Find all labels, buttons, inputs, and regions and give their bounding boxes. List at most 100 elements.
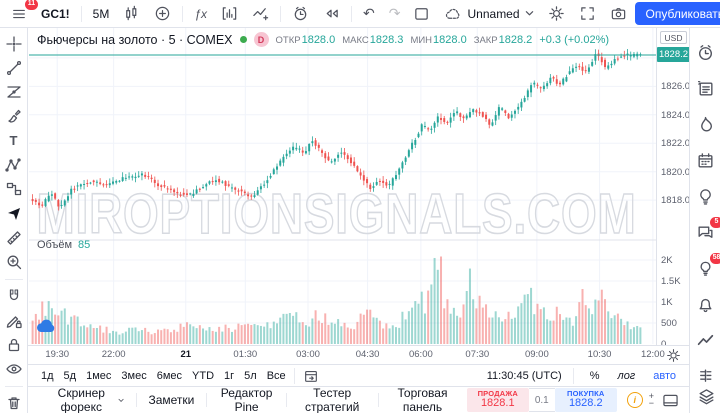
calendar-button[interactable] (694, 150, 716, 170)
axis-settings-gear-icon[interactable] (666, 348, 681, 363)
tab-notes[interactable]: Заметки (136, 387, 206, 413)
flame-icon (700, 116, 712, 131)
price-axis[interactable]: USD 1828.2 1826.0 1824.0 1822.0 1820.0 1818.… (656, 28, 691, 350)
range-1m[interactable]: 1мес (81, 368, 116, 384)
utc-clock[interactable]: 11:30:45 (UTC) (486, 369, 562, 382)
chart-type-button[interactable] (117, 3, 146, 25)
range-5d[interactable]: 5д (59, 368, 82, 384)
tool-brush[interactable] (3, 107, 25, 126)
log-scale-button[interactable]: лог (612, 368, 640, 384)
compare-symbol-button[interactable] (246, 3, 275, 25)
panel-toggle-button[interactable] (662, 393, 679, 408)
snapshot-button[interactable] (604, 3, 633, 25)
tool-ruler[interactable] (3, 228, 25, 247)
candles-icon (126, 5, 137, 21)
range-3m[interactable]: 3мес (116, 368, 151, 384)
info-icon[interactable]: i (626, 392, 643, 408)
compare-add-button[interactable] (148, 3, 177, 25)
volume-label[interactable]: Объём (37, 239, 73, 251)
tab-strategy-tester[interactable]: Тестер стратегий (287, 386, 378, 413)
tool-gann-fib[interactable] (3, 83, 25, 102)
bar-chart-template-icon (222, 7, 237, 20)
time-axis[interactable]: 19:30 22:00 21 01:30 03:00 04:30 06:00 07:30 09:… (28, 345, 689, 364)
remove-all-drawings-button[interactable] (3, 394, 25, 413)
tab-pine-editor[interactable]: Редактор Pine (207, 386, 286, 413)
go-to-date-button[interactable] (298, 366, 324, 386)
symbol-search-button[interactable]: GC1! (35, 3, 76, 25)
pattern-icon (4, 158, 21, 172)
sell-button[interactable]: ПРОДАЖА 1828.1 (466, 388, 529, 412)
chats-button[interactable]: 5 (694, 217, 720, 242)
pine-scripts-button[interactable] (694, 330, 716, 350)
ruler-icon (6, 231, 21, 245)
chart-settings-button[interactable] (542, 3, 571, 25)
range-1d[interactable]: 1д (36, 368, 59, 384)
tool-crosshair[interactable] (3, 34, 25, 53)
hotlists-button[interactable] (694, 114, 716, 134)
top-toolbar: 11 GC1! 5M ƒx (0, 0, 720, 28)
price-tick: 1822.0 (661, 138, 691, 150)
save-layout-button[interactable]: Unnamed (438, 3, 540, 25)
buy-price: 1828.2 (568, 397, 603, 410)
quantity-stepper[interactable]: + − (648, 391, 655, 408)
object-tree-button[interactable] (695, 386, 717, 406)
notifications-button[interactable] (694, 294, 716, 314)
range-5y[interactable]: 5л (239, 368, 262, 384)
magnet-mode-button[interactable] (3, 287, 25, 306)
date-range-toolbar: 1д 5д 1мес 3мес 6мес YTD 1г 5л Все 11:30… (28, 364, 689, 386)
lock-all-drawings-button[interactable] (3, 335, 25, 354)
percent-scale-button[interactable]: % (585, 368, 605, 384)
chart-canvas[interactable]: MIROPTIONSIGNALS.COM (29, 28, 656, 345)
indicator-templates-button[interactable] (215, 3, 244, 25)
trade-widget: ПРОДАЖА 1828.1 0.1 ПОКУПКА 1828.2 i + − (466, 388, 679, 412)
tab-screener[interactable]: Скринер форекс (38, 386, 136, 413)
volume-study-row: Объём 85 (37, 239, 90, 251)
time-tick: 07:30 (465, 349, 490, 360)
bell-icon (699, 298, 711, 312)
hide-all-drawings-button[interactable] (3, 359, 25, 378)
redo-button[interactable]: ↷ (383, 3, 407, 25)
indicators-button[interactable]: ƒx (188, 3, 213, 25)
bar-replay-button[interactable] (317, 3, 346, 25)
go-to-date-icon (304, 370, 317, 382)
tool-xabcd-pattern[interactable] (3, 155, 25, 174)
currency-button[interactable]: USD (660, 31, 687, 44)
tool-arrow-marker[interactable] (3, 204, 25, 223)
time-tick: 04:30 (355, 349, 380, 360)
delayed-data-badge[interactable]: D (253, 32, 269, 47)
auto-scale-button[interactable]: авто (648, 368, 681, 384)
publish-button[interactable]: Опубликовать (634, 2, 720, 25)
tool-zoom-in[interactable] (3, 252, 25, 271)
undo-button[interactable]: ↶ (357, 3, 381, 25)
eye-icon (5, 364, 22, 374)
buy-button[interactable]: ПОКУПКА 1828.2 (554, 388, 617, 412)
replay-icon (326, 9, 338, 18)
alerts-panel-button[interactable] (694, 42, 716, 62)
tab-trading-panel[interactable]: Торговая панель (378, 386, 467, 413)
range-6m[interactable]: 6мес (152, 368, 187, 384)
tab-divider (377, 393, 379, 407)
alert-button[interactable] (286, 3, 315, 25)
range-ytd[interactable]: YTD (187, 368, 219, 384)
drawing-mode-lock-button[interactable] (3, 311, 25, 330)
fullscreen-button[interactable] (573, 3, 602, 25)
news-panel-button[interactable] (694, 78, 716, 98)
interval-button[interactable]: 5M (87, 3, 116, 25)
layout-select-button[interactable] (407, 3, 436, 25)
ideas-button[interactable] (694, 186, 716, 206)
lightbulb-icon (699, 188, 711, 205)
tool-text[interactable]: T (3, 131, 25, 150)
step-up[interactable]: + (648, 391, 655, 401)
toolbar-divider (182, 5, 184, 22)
main-menu-button[interactable]: 11 (5, 0, 38, 25)
symbol-title[interactable]: Фьючерсы на золото · 5 · COMEX (37, 32, 233, 47)
step-down[interactable]: − (648, 398, 655, 408)
tool-prediction[interactable] (3, 180, 25, 199)
layout-name: Unnamed (467, 6, 520, 21)
tool-trend-line[interactable] (3, 58, 25, 77)
range-1y[interactable]: 1г (219, 368, 239, 384)
streams-button[interactable]: 58 (694, 253, 720, 278)
dom-panel-button[interactable] (694, 366, 716, 386)
range-all[interactable]: Все (262, 368, 291, 384)
